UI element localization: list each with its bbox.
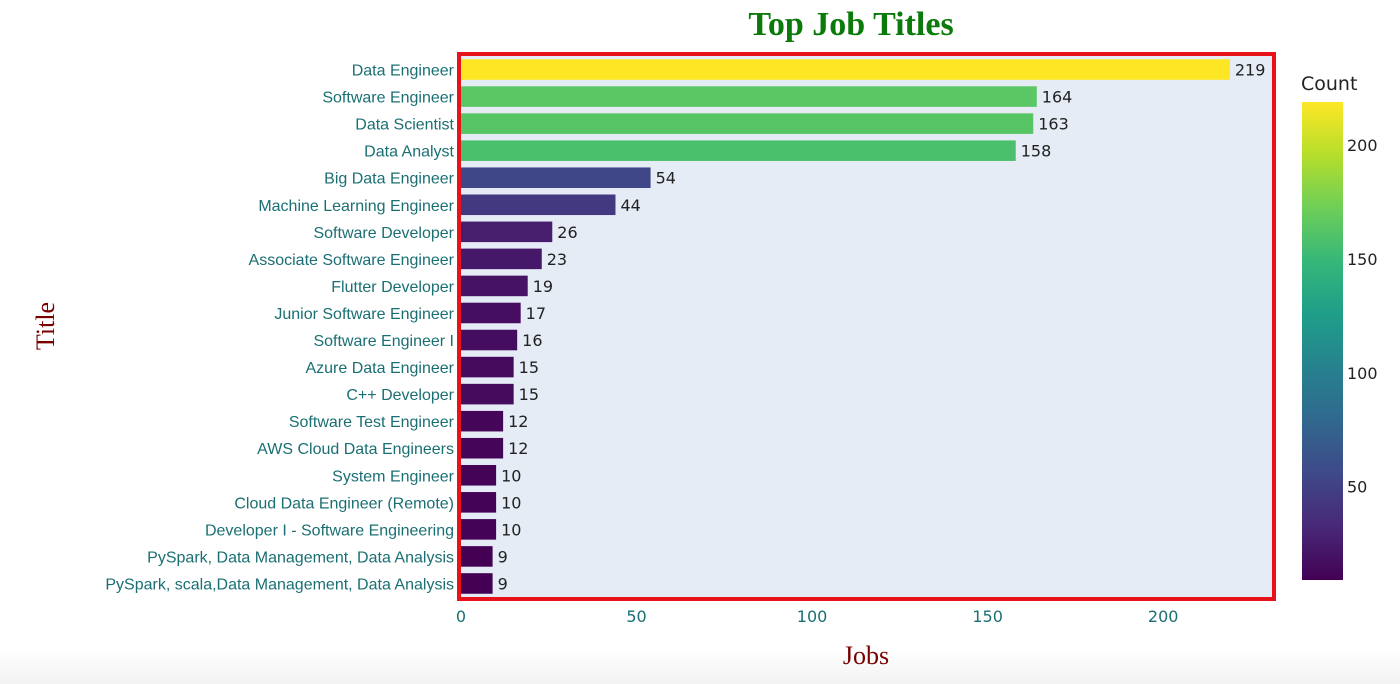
y-tick-label: C++ Developer (346, 387, 454, 404)
chart-title: Top Job Titles (748, 6, 953, 43)
bar (461, 519, 497, 540)
bar-value-label: 163 (1038, 115, 1069, 134)
bar-value-label: 10 (501, 520, 521, 539)
bar (461, 573, 493, 594)
y-axis-tick-labels: Data Engineer Software Engineer Data Scien… (105, 63, 454, 594)
y-axis-title: Title (31, 302, 60, 350)
y-tick-label: Software Test Engineer (289, 414, 455, 431)
y-tick-label: Data Engineer (352, 63, 455, 80)
y-tick-label: Associate Software Engineer (249, 252, 455, 269)
x-tick-label: 200 (1148, 607, 1179, 626)
y-tick-label: Junior Software Engineer (274, 306, 454, 323)
bar-value-label: 26 (557, 223, 577, 242)
bar-value-label: 10 (501, 466, 521, 485)
bar-labels-group: 219 164 163 158 54 44 26 23 19 17 16 15 15 12 12 10 10 10… (498, 61, 1266, 594)
y-tick-label: Cloud Data Engineer (Remote) (234, 495, 454, 512)
bar (461, 167, 651, 189)
y-tick-label: Data Analyst (364, 144, 454, 161)
colorbar-tick-label: 50 (1347, 478, 1367, 497)
bar-value-label: 12 (508, 439, 528, 458)
bar-value-label: 158 (1021, 142, 1052, 161)
bar-value-label: 54 (656, 169, 676, 188)
bar-value-label: 44 (620, 196, 640, 215)
bar-value-label: 15 (519, 358, 539, 377)
bar (461, 464, 497, 486)
x-axis-tick-labels: 0 50 100 150 200 (456, 607, 1179, 626)
bar (461, 194, 616, 216)
bar (461, 86, 1037, 107)
bar-value-label: 17 (526, 304, 546, 323)
bar-value-label: 16 (522, 331, 542, 350)
x-tick-label: 100 (797, 607, 828, 626)
x-tick-label: 0 (456, 607, 466, 626)
bar (461, 275, 528, 297)
bar (461, 248, 542, 270)
y-tick-label: Big Data Engineer (324, 171, 455, 188)
bar (461, 329, 518, 351)
y-tick-label: Developer I - Software Engineering (205, 522, 454, 539)
y-tick-label: PySpark, Data Management, Data Analysis (147, 549, 454, 566)
bar (461, 383, 514, 405)
y-tick-label: Azure Data Engineer (305, 360, 454, 377)
y-tick-label: Machine Learning Engineer (258, 198, 454, 215)
bar (461, 437, 504, 459)
bar (461, 302, 521, 324)
bar (461, 492, 497, 513)
bar (461, 140, 1016, 161)
plot-area (461, 56, 1272, 597)
x-tick-label: 150 (972, 607, 1003, 626)
y-tick-label: Software Engineer (322, 90, 454, 107)
bar-value-label: 23 (547, 250, 567, 269)
bar-value-label: 9 (498, 547, 508, 566)
bar (461, 410, 504, 432)
colorbar-ticks: 50 100 150 200 (1347, 136, 1378, 496)
bar-value-label: 164 (1042, 88, 1073, 107)
colorbar: Count 50 100 150 200 (1301, 73, 1378, 580)
y-tick-label: Data Scientist (355, 117, 454, 134)
y-tick-label: Flutter Developer (331, 279, 454, 296)
colorbar-tick-label: 150 (1347, 250, 1378, 269)
bar (461, 356, 514, 378)
bar (461, 59, 1230, 80)
colorbar-tick-label: 100 (1347, 364, 1378, 383)
bar-value-label: 12 (508, 412, 528, 431)
bar-value-label: 15 (519, 385, 539, 404)
y-tick-label: Software Engineer I (313, 333, 454, 350)
y-tick-label: Software Developer (313, 225, 454, 242)
bar (461, 221, 553, 243)
bar-value-label: 10 (501, 493, 521, 512)
x-axis-title: Jobs (843, 641, 889, 670)
colorbar-tick-label: 200 (1347, 136, 1378, 155)
bar (461, 546, 493, 567)
bar (461, 113, 1034, 134)
bar-value-label: 9 (498, 574, 508, 593)
colorbar-title: Count (1301, 73, 1357, 95)
y-tick-label: PySpark, scala,Data Management, Data Ana… (105, 576, 454, 593)
bars-group (461, 59, 1230, 594)
colorbar-gradient (1302, 102, 1343, 580)
highlight-border (457, 52, 1276, 601)
bar-value-label: 19 (533, 277, 553, 296)
bar-value-label: 219 (1235, 61, 1266, 80)
x-tick-label: 50 (626, 607, 646, 626)
y-tick-label: System Engineer (332, 468, 455, 485)
y-tick-label: AWS Cloud Data Engineers (257, 441, 454, 458)
